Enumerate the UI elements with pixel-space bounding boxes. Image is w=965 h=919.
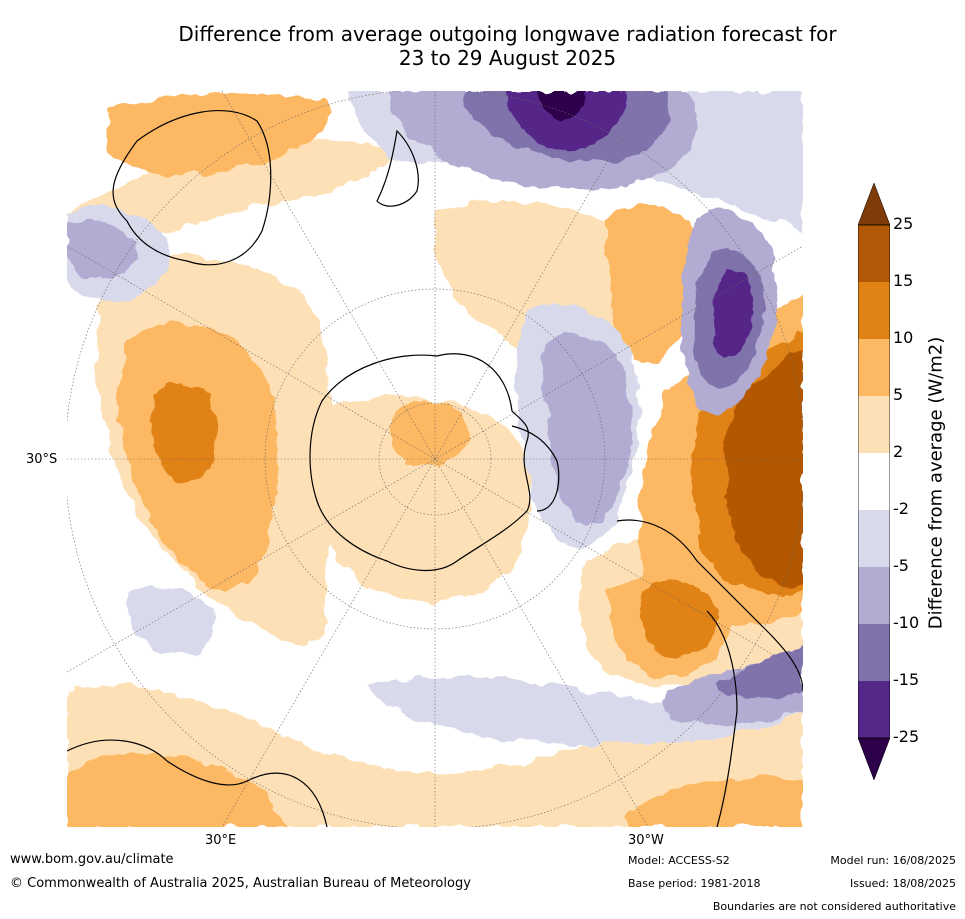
lon-label-30w: 30°W	[628, 833, 664, 848]
colorbar-swatch-m10-m15	[858, 624, 890, 681]
map-title: Difference from average outgoing longwav…	[60, 22, 955, 70]
anomaly-fields	[67, 91, 803, 827]
title-line-2: 23 to 29 August 2025	[398, 46, 617, 70]
colorbar-swatch-5-10	[858, 339, 890, 396]
model-run-label: Model run: 16/08/2025	[830, 854, 956, 867]
colorbar-tick-5: 5	[893, 385, 904, 404]
colorbar-tick-25: 25	[893, 214, 914, 233]
colorbar-tick-minus-15: -15	[893, 670, 920, 689]
copyright-text: © Commonwealth of Australia 2025, Austra…	[10, 876, 471, 891]
region-m10-m15-se	[717, 646, 803, 700]
colorbar-tick-minus-5: -5	[893, 556, 909, 575]
region-m15-m25-east	[713, 270, 754, 357]
region-below-m25	[537, 91, 587, 120]
region-15-25-east	[725, 346, 803, 587]
colorbar-tick-minus-2: -2	[893, 499, 909, 518]
colorbar-swatch-neutral	[858, 453, 890, 510]
region-m5-m10-band	[542, 334, 633, 525]
australia-coastline	[112, 110, 272, 266]
region-m5-m10-west	[67, 219, 137, 278]
website-link[interactable]: www.bom.gov.au/climate	[10, 852, 174, 867]
region-5-10-bottom-right	[627, 777, 803, 827]
colorbar-tick-10: 10	[893, 328, 914, 347]
base-period-label: Base period: 1981-2018	[628, 877, 761, 890]
region-10-15-sa	[640, 580, 718, 657]
colorbar-tick-minus-10: -10	[893, 613, 920, 632]
new-zealand-coastline	[376, 129, 419, 207]
colorbar-tick-15: 15	[893, 271, 914, 290]
colorbar-frame	[858, 224, 890, 739]
region-5-10-north	[107, 94, 331, 175]
graticule-circle-60s	[264, 288, 606, 630]
south-america-east-coastline	[706, 610, 738, 827]
colorbar-tick-minus-25: -25	[893, 727, 920, 746]
antarctic-peninsula-coastline	[511, 425, 560, 512]
olr-anomaly-map	[67, 91, 803, 827]
colorbar-extend-high	[858, 183, 890, 226]
colorbar-swatch-m15-m25	[858, 681, 890, 738]
colorbar	[858, 183, 890, 781]
colorbar-title: Difference from average (W/m2)	[925, 336, 947, 630]
graticule	[67, 91, 803, 827]
colorbar-swatch-m5-m10	[858, 567, 890, 624]
disclaimer-text: Boundaries are not considered authoritat…	[712, 900, 956, 913]
region-2-5-north	[67, 136, 397, 241]
region-5-10-ne	[607, 203, 700, 363]
region-2-5-south	[315, 397, 531, 601]
colorbar-extend-low	[858, 737, 890, 781]
lat-label-30s: 30°S	[26, 452, 58, 467]
lon-label-30e: 30°E	[205, 833, 237, 848]
region-m15-m25-pacific	[507, 91, 627, 152]
model-label: Model: ACCESS-S2	[628, 854, 730, 867]
colorbar-swatch-2-5	[858, 396, 890, 453]
region-10-15-west	[152, 383, 217, 484]
colorbar-swatch-10-15	[858, 282, 890, 339]
africa-coastline	[67, 739, 328, 827]
region-m2-m5-bottom	[367, 671, 803, 745]
coastlines	[67, 110, 803, 827]
title-line-1: Difference from average outgoing longwav…	[178, 22, 837, 46]
colorbar-tick-2: 2	[893, 442, 904, 461]
region-5-10-center	[390, 400, 468, 465]
region-m2-m5-sw	[125, 587, 218, 655]
region-2-5-ne	[433, 201, 665, 359]
antarctica-coastline	[309, 353, 531, 572]
region-5-10-bottom-left	[67, 752, 287, 827]
south-america-coastline	[616, 519, 803, 692]
colorbar-swatch-15-25	[858, 225, 890, 282]
issued-label: Issued: 18/08/2025	[849, 877, 956, 890]
colorbar-swatch-m2-m5	[858, 510, 890, 567]
